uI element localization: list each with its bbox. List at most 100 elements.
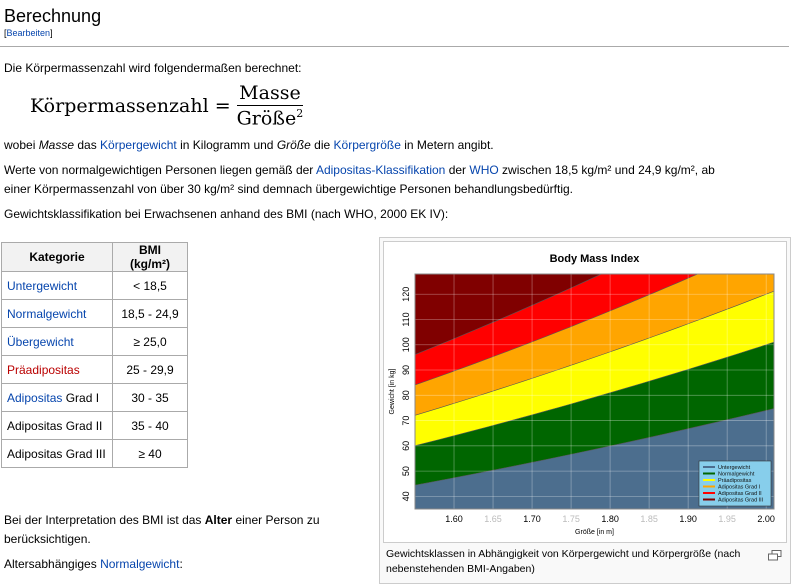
boundary-line: [415, 290, 774, 416]
category-cell: Normalgewicht: [1, 299, 113, 328]
link-adipositas-klassifikation[interactable]: Adipositas-Klassifikation: [315, 163, 446, 177]
link-who[interactable]: WHO: [469, 163, 499, 177]
y-tick-label: 40: [401, 491, 411, 501]
x-tick-label: 1.80: [601, 514, 619, 524]
category-cell: Adipositas Grad II: [1, 411, 113, 440]
y-tick-label: 110: [401, 312, 411, 326]
boundary-line: [415, 274, 603, 355]
x-tick-label: 1.60: [445, 514, 463, 524]
formula-fraction: Masse Größe2: [237, 82, 304, 129]
category-cell: Adipositas Grad III: [1, 439, 113, 468]
link-koerpergewicht[interactable]: Körpergewicht: [100, 138, 177, 152]
bmi-figure: 1.60 1.65 1.70 1.75 1.80 1.85 1.90 1.95 2.00 40 50…: [379, 237, 791, 584]
bmi-value-cell: 30 - 35: [112, 383, 188, 412]
table-row: Übergewicht ≥ 25,0: [1, 327, 188, 356]
bmi-chart-frame[interactable]: 1.60 1.65 1.70 1.75 1.80 1.85 1.90 1.95 2.00 40 50…: [383, 241, 787, 543]
category-label: Adipositas Grad III: [7, 446, 106, 461]
plot-border: [414, 273, 775, 510]
bmi-table: Kategorie BMI (kg/m²) Untergewicht < 18,5…: [1, 242, 188, 468]
x-tick-label: 1.95: [718, 514, 736, 524]
formula-equals: =: [214, 94, 231, 117]
header-bmi: BMI (kg/m²): [112, 242, 188, 272]
bmi-value-cell: 18,5 - 24,9: [112, 299, 188, 328]
para-part: der: [445, 163, 470, 177]
band-4: [415, 274, 698, 385]
formula-numerator: Masse: [237, 82, 303, 106]
x-tick-label: 1.75: [562, 514, 580, 524]
explain-part: das: [74, 138, 101, 152]
table-row: Untergewicht < 18,5: [1, 271, 188, 300]
formula-lhs: Körpermassenzahl: [30, 94, 209, 117]
band-2: [415, 291, 774, 446]
section-divider: [0, 46, 789, 47]
legend-label: Untergewicht: [718, 465, 751, 471]
category-link[interactable]: Adipositas: [7, 390, 63, 405]
link-normalgewicht[interactable]: Normalgewicht: [100, 557, 180, 571]
interp-bold: Alter: [204, 513, 233, 527]
bmi-value-cell: ≥ 40: [112, 439, 188, 468]
y-tick-label: 60: [401, 441, 411, 451]
formula-exponent: 2: [296, 107, 304, 120]
explain-part: in Kilogramm und: [176, 138, 277, 152]
category-cell: Übergewicht: [1, 327, 113, 356]
y-tick-label: 70: [401, 416, 411, 426]
explain-part: wobei: [4, 138, 39, 152]
interp-line2: berücksichtigen.: [4, 532, 91, 546]
para-part: Werte von normalgewichtigen Personen lie…: [4, 163, 316, 177]
age-text: Altersabhängiges Normalgewicht:: [4, 555, 784, 574]
table-row: Adipositas Grad I 30 - 35: [1, 383, 188, 412]
table-row: Präadipositas 25 - 29,9: [1, 355, 188, 384]
band-3: [415, 274, 774, 416]
interp-part: einer Person zu: [232, 513, 320, 527]
category-link[interactable]: Übergewicht: [7, 334, 74, 349]
category-link[interactable]: Präadipositas: [7, 362, 80, 377]
category-cell: Präadipositas: [1, 355, 113, 384]
table-row: Adipositas Grad III ≥ 40: [1, 439, 188, 468]
explain-part: in Metern angibt.: [400, 138, 494, 152]
table-row: Adipositas Grad II 35 - 40: [1, 411, 188, 440]
edit-bracket-open: [: [4, 28, 7, 38]
bmi-value-cell: < 18,5: [112, 271, 188, 300]
legend-label: Adipositas Grad I: [718, 485, 761, 491]
bmi-bands: [415, 274, 774, 509]
intro-text: Die Körpermassenzahl wird folgendermaßen…: [4, 61, 302, 75]
y-tick-label: 90: [401, 365, 411, 375]
legend-label: Adipositas Grad II: [718, 491, 762, 497]
edit-section: [Bearbeiten]: [4, 28, 53, 38]
y-axis-label: Gewicht [in kg]: [389, 368, 396, 414]
x-tick-label: 1.65: [484, 514, 502, 524]
interpretation-text: Bei der Interpretation des BMI ist das A…: [4, 511, 374, 549]
x-axis-label: Größe [in m]: [575, 529, 614, 536]
category-link[interactable]: Untergewicht: [7, 278, 78, 293]
bmi-value-cell: 35 - 40: [112, 411, 188, 440]
figure-caption: Gewichtsklassen in Abhängigkeit von Körp…: [386, 548, 741, 575]
boundary-line: [415, 274, 699, 386]
category-label: Adipositas Grad II: [7, 418, 103, 433]
category-link[interactable]: Normalgewicht: [7, 306, 87, 321]
section-title: Berechnung: [4, 6, 102, 26]
edit-bracket-close: ]: [50, 28, 53, 38]
edit-link[interactable]: Bearbeiten: [6, 28, 51, 38]
y-tick-label: 100: [401, 337, 411, 352]
bmi-value-cell: ≥ 25,0: [112, 327, 188, 356]
category-suffix: Grad I: [62, 390, 100, 405]
table-header-row: Kategorie BMI (kg/m²): [1, 242, 188, 272]
magnify-icon[interactable]: [768, 550, 782, 561]
age-part: :: [179, 557, 183, 571]
age-part: Altersabhängiges: [4, 557, 101, 571]
boundary-line: [415, 341, 774, 446]
category-cell: Adipositas Grad I: [1, 383, 113, 412]
y-tick-label: 50: [401, 466, 411, 476]
explain-text: wobei Masse das Körpergewicht in Kilogra…: [4, 136, 784, 155]
x-tick-label: 1.85: [640, 514, 658, 524]
classification-intro: Gewichtsklassifikation bei Erwachsenen a…: [4, 207, 449, 221]
formula-denominator: Größe2: [237, 106, 304, 129]
paragraph-who: Werte von normalgewichtigen Personen lie…: [4, 161, 784, 199]
band-5: [415, 274, 602, 355]
link-koerpergroesse[interactable]: Körpergröße: [333, 138, 401, 152]
explain-part: die: [310, 138, 334, 152]
explain-groesse: Größe: [276, 138, 311, 152]
legend-label: Präadipositas: [718, 478, 752, 484]
header-kategorie: Kategorie: [1, 242, 113, 272]
x-tick-label: 1.70: [523, 514, 541, 524]
